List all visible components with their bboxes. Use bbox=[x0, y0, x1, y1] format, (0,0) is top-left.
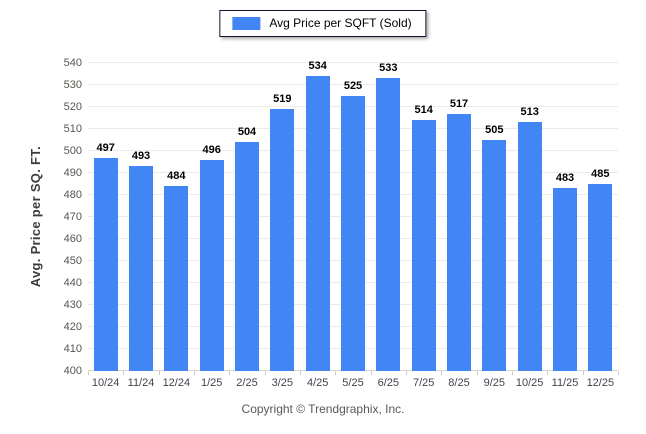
bar-5/25 bbox=[341, 96, 365, 371]
bar-value-label: 534 bbox=[308, 60, 327, 73]
legend-label: Avg Price per SQFT (Sold) bbox=[269, 16, 412, 30]
x-tick-label: 6/25 bbox=[377, 377, 400, 389]
y-tick-label: 400 bbox=[63, 365, 82, 377]
bar-10/25 bbox=[517, 122, 542, 371]
bar-8/25 bbox=[447, 113, 471, 371]
bar-11/25 bbox=[553, 188, 577, 371]
bar-value-label: 513 bbox=[520, 106, 539, 119]
y-tick-label: 430 bbox=[63, 299, 82, 311]
gridline bbox=[88, 84, 618, 86]
bar-value-label: 519 bbox=[273, 93, 292, 106]
x-axis-minor-tick bbox=[158, 371, 160, 375]
x-tick-label: 7/25 bbox=[412, 377, 435, 389]
x-tick-label: 3/25 bbox=[271, 377, 294, 389]
bar-value-label: 483 bbox=[555, 172, 575, 185]
plot-area: 497 493 484 496 504 519 534 525 533 514 517 505 513 4… bbox=[88, 60, 619, 375]
y-tick-label: 530 bbox=[63, 79, 82, 92]
y-tick-label: 420 bbox=[63, 321, 82, 333]
x-tick-label: 1/25 bbox=[200, 377, 223, 389]
y-tick-label: 470 bbox=[63, 211, 82, 223]
bar-1/25 bbox=[199, 159, 224, 371]
bar-12/25 bbox=[588, 184, 613, 371]
bar-value-label: 496 bbox=[202, 143, 221, 156]
x-axis-minor-tick bbox=[194, 371, 195, 375]
bar-12/24 bbox=[164, 186, 189, 371]
x-axis-minor-tick bbox=[300, 371, 301, 375]
x-axis-minor-tick bbox=[547, 371, 549, 375]
x-tick-label: 11/24 bbox=[127, 377, 155, 389]
bar-6/25 bbox=[376, 78, 401, 371]
x-axis-minor-tick bbox=[441, 371, 443, 375]
bar-value-label: 504 bbox=[237, 126, 257, 139]
bar-value-label: 517 bbox=[449, 97, 469, 110]
x-axis-tick-labels: 10/24 11/24 12/24 1/25 2/25 3/25 4/25 5/25 6/25 7… bbox=[88, 371, 618, 391]
legend: Avg Price per SQFT (Sold) bbox=[219, 10, 427, 37]
x-axis-minor-tick bbox=[335, 371, 337, 375]
y-tick-label: 500 bbox=[63, 145, 82, 157]
x-tick-label: 4/25 bbox=[306, 377, 329, 389]
y-tick-label: 480 bbox=[63, 189, 82, 201]
x-axis-minor-tick bbox=[618, 371, 619, 375]
bar-value-label: 497 bbox=[96, 141, 115, 154]
x-axis-minor-tick bbox=[229, 371, 231, 375]
y-tick-label: 410 bbox=[63, 343, 82, 355]
x-tick-label: 10/24 bbox=[91, 377, 120, 389]
bar-2/25 bbox=[235, 142, 259, 371]
y-tick-label: 440 bbox=[63, 277, 82, 289]
x-axis-minor-tick bbox=[476, 371, 478, 375]
y-tick-label: 450 bbox=[63, 255, 82, 267]
x-axis-minor-tick bbox=[370, 371, 372, 375]
x-tick-label: 9/25 bbox=[483, 377, 506, 389]
x-tick-label: 5/25 bbox=[342, 377, 364, 389]
x-axis-minor-tick bbox=[123, 371, 125, 375]
bar-value-label: 493 bbox=[131, 150, 151, 163]
y-tick-label: 490 bbox=[63, 167, 82, 179]
y-tick-label: 510 bbox=[63, 123, 82, 135]
bar-9/25 bbox=[482, 140, 507, 371]
bar-value-label: 485 bbox=[591, 168, 610, 180]
bar-value-label: 484 bbox=[167, 170, 186, 183]
bar-10/24 bbox=[93, 157, 118, 371]
x-tick-label: 8/25 bbox=[448, 377, 470, 389]
bar-11/24 bbox=[129, 166, 153, 371]
bar-3/25 bbox=[270, 109, 295, 371]
x-tick-label: 12/24 bbox=[162, 377, 191, 389]
x-axis-minor-tick bbox=[406, 371, 407, 375]
y-tick-label: 540 bbox=[63, 57, 82, 69]
bar-4/25 bbox=[305, 76, 330, 371]
bar-value-label: 525 bbox=[343, 80, 363, 92]
gridline bbox=[88, 62, 618, 63]
x-axis-minor-tick bbox=[582, 371, 584, 375]
y-axis-tick-labels: 400 410 420 430 440 450 460 470 480 490 500 510 520 5… bbox=[40, 57, 82, 377]
x-axis-minor-tick bbox=[512, 371, 513, 375]
x-tick-label: 10/25 bbox=[515, 377, 544, 389]
bar-value-label: 533 bbox=[379, 62, 398, 75]
legend-swatch bbox=[232, 16, 261, 30]
x-axis-minor-tick bbox=[264, 371, 266, 375]
y-tick-label: 460 bbox=[63, 233, 82, 245]
x-tick-label: 2/25 bbox=[236, 377, 258, 389]
bar-7/25 bbox=[411, 120, 436, 371]
copyright-text: Copyright © Trendgraphix, Inc. bbox=[241, 402, 405, 416]
x-tick-label: 12/25 bbox=[586, 377, 615, 389]
x-axis-minor-tick bbox=[88, 371, 89, 375]
x-tick-label: 11/25 bbox=[551, 377, 579, 389]
bar-value-label: 514 bbox=[414, 104, 433, 117]
bar-value-label: 505 bbox=[485, 124, 504, 136]
y-tick-label: 520 bbox=[63, 101, 82, 113]
